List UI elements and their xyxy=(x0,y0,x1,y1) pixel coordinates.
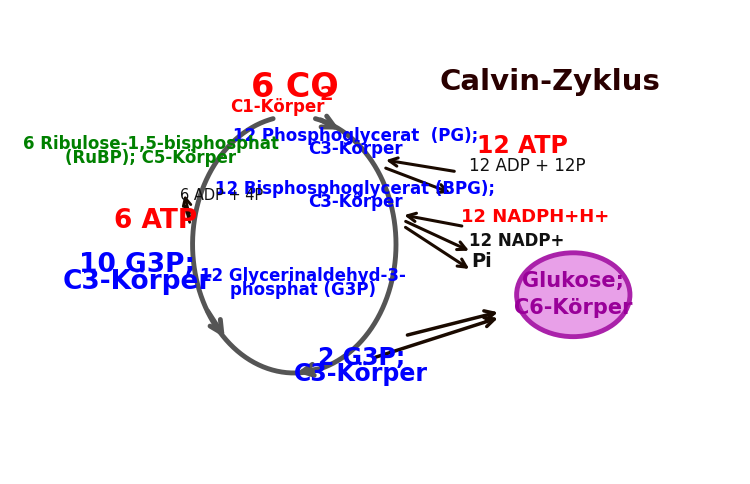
Text: C3-Körper: C3-Körper xyxy=(308,193,403,212)
Text: 12 NADP+: 12 NADP+ xyxy=(469,232,564,250)
Text: 2: 2 xyxy=(320,85,333,104)
Text: 10 G3P;: 10 G3P; xyxy=(80,252,196,278)
Ellipse shape xyxy=(517,253,630,337)
Text: Glukose;: Glukose; xyxy=(522,271,624,290)
Text: 2 G3P;: 2 G3P; xyxy=(317,346,405,370)
Text: Pi: Pi xyxy=(472,252,492,271)
Text: 12 Glycerinaldehyd-3-: 12 Glycerinaldehyd-3- xyxy=(200,267,406,285)
Text: 12 ADP + 12P: 12 ADP + 12P xyxy=(469,157,585,175)
Text: 12 Bisphosphoglycerat (BPG);: 12 Bisphosphoglycerat (BPG); xyxy=(215,180,495,198)
Text: 6 ATP: 6 ATP xyxy=(114,208,197,234)
Text: C3-Körper: C3-Körper xyxy=(63,270,212,295)
Text: 12 NADPH+H+: 12 NADPH+H+ xyxy=(461,208,609,226)
Text: C6-Körper: C6-Körper xyxy=(514,298,632,318)
Text: C3-Körper: C3-Körper xyxy=(294,362,428,386)
Text: C3-Körper: C3-Körper xyxy=(308,140,403,158)
Text: C1-Körper: C1-Körper xyxy=(230,98,325,116)
Text: phosphat (G3P): phosphat (G3P) xyxy=(230,281,376,299)
Text: Calvin-Zyklus: Calvin-Zyklus xyxy=(440,68,661,96)
Text: 6 Ribulose-1,5-bisphosphat: 6 Ribulose-1,5-bisphosphat xyxy=(22,135,279,153)
Text: (RuBP); C5-Körper: (RuBP); C5-Körper xyxy=(65,149,236,166)
Text: 6 CO: 6 CO xyxy=(251,72,338,105)
Text: 12 ATP: 12 ATP xyxy=(477,134,568,158)
Text: 12 Phosphoglycerat  (PG);: 12 Phosphoglycerat (PG); xyxy=(232,127,478,145)
Text: 6 ADP + 4P: 6 ADP + 4P xyxy=(180,188,263,203)
